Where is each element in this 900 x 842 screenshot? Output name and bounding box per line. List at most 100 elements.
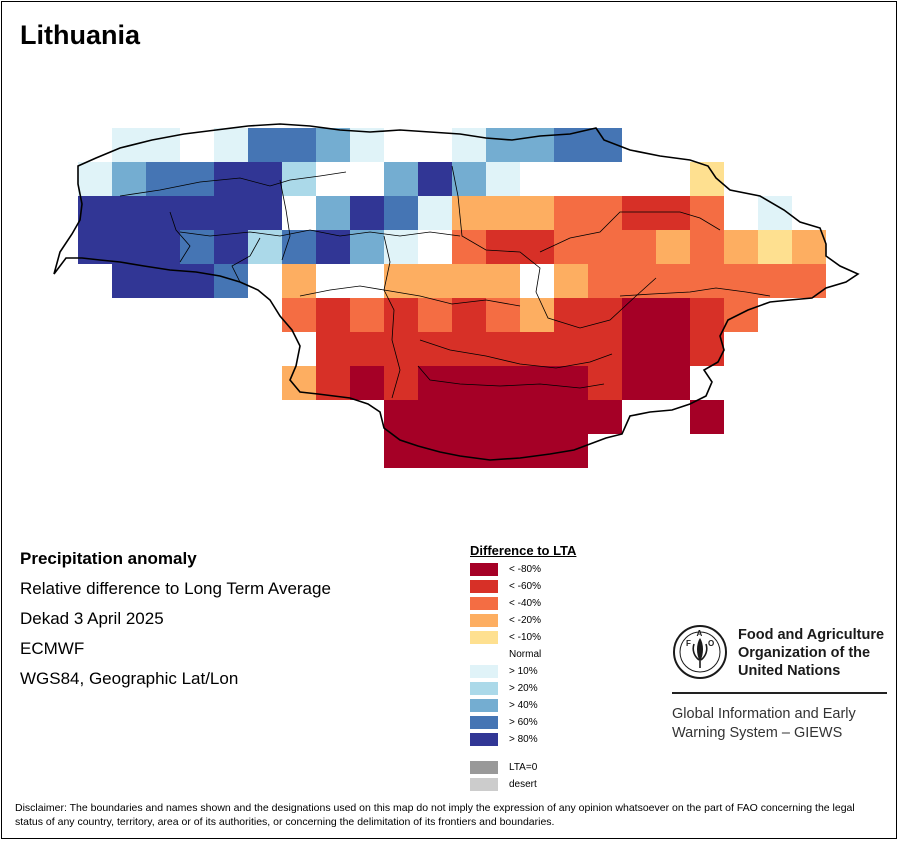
anomaly-cell [588, 366, 622, 400]
product-description: Relative difference to Long Term Average [20, 579, 331, 598]
anomaly-cell [588, 196, 622, 230]
anomaly-cell [622, 264, 656, 298]
admin-boundary [383, 235, 401, 399]
anomaly-cell [146, 230, 180, 264]
anomaly-cell [486, 264, 520, 298]
product-heading: Precipitation anomaly [20, 549, 197, 568]
legend-swatch [470, 563, 498, 576]
anomaly-cell [180, 162, 214, 196]
legend-swatch [470, 665, 498, 678]
anomaly-cell [520, 298, 554, 332]
anomaly-cell [486, 400, 520, 434]
anomaly-cell [418, 366, 452, 400]
legend-swatch [470, 699, 498, 712]
anomaly-cell [520, 400, 554, 434]
anomaly-cell [350, 298, 384, 332]
anomaly-cell [248, 128, 282, 162]
anomaly-cell [282, 230, 316, 264]
legend-label: > 20% [509, 683, 538, 694]
anomaly-cell [418, 298, 452, 332]
anomaly-cell [656, 366, 690, 400]
anomaly-cell [486, 332, 520, 366]
anomaly-cell [214, 230, 248, 264]
legend-label: < -80% [509, 564, 541, 575]
fao-logo-icon: F A O [673, 625, 727, 679]
anomaly-cell [248, 230, 282, 264]
anomaly-cell [452, 264, 486, 298]
legend-label: > 60% [509, 717, 538, 728]
fao-logo-letter-a: A [697, 629, 703, 638]
anomaly-cell [486, 434, 520, 468]
legend-label: desert [509, 779, 537, 790]
product-source: ECMWF [20, 639, 85, 658]
legend-swatch [470, 648, 498, 661]
admin-boundary [619, 287, 771, 297]
anomaly-cell [384, 298, 418, 332]
anomaly-cell [554, 332, 588, 366]
anomaly-cell [554, 400, 588, 434]
anomaly-cell [520, 128, 554, 162]
anomaly-cell [350, 366, 384, 400]
legend-label: < -20% [509, 615, 541, 626]
anomaly-cell [486, 196, 520, 230]
anomaly-cell [520, 196, 554, 230]
anomaly-cell [112, 264, 146, 298]
map-title: Lithuania [20, 20, 140, 50]
legend-swatch [470, 716, 498, 729]
anomaly-cell [418, 264, 452, 298]
anomaly-cell [690, 162, 724, 196]
anomaly-cell [180, 264, 214, 298]
anomaly-cell [452, 366, 486, 400]
anomaly-cell [622, 332, 656, 366]
anomaly-cell [384, 400, 418, 434]
anomaly-cell [316, 332, 350, 366]
legend-swatch [470, 597, 498, 610]
legend-label: < -10% [509, 632, 541, 643]
admin-boundary [299, 285, 521, 307]
legend-title: Difference to LTA [470, 543, 577, 558]
anomaly-cell [724, 264, 758, 298]
anomaly-cell [78, 162, 112, 196]
anomaly-cell [690, 196, 724, 230]
anomaly-cell [418, 400, 452, 434]
anomaly-cell [656, 196, 690, 230]
anomaly-cell [520, 434, 554, 468]
product-period: Dekad 3 April 2025 [20, 609, 164, 628]
program-name-line1: Global Information and Early [672, 706, 856, 722]
anomaly-cell [792, 230, 826, 264]
anomaly-cell [520, 332, 554, 366]
legend-swatch [470, 733, 498, 746]
anomaly-cell [418, 196, 452, 230]
anomaly-cell [554, 264, 588, 298]
legend-item: Normal [470, 648, 541, 661]
anomaly-cell [452, 434, 486, 468]
admin-boundary [539, 211, 721, 253]
legend-label: < -40% [509, 598, 541, 609]
legend-item: > 60% [470, 716, 538, 729]
organization-name-line2: Organization of the [738, 645, 871, 661]
anomaly-cell [78, 196, 112, 230]
anomaly-cell [282, 128, 316, 162]
anomaly-cell [656, 332, 690, 366]
product-projection: WGS84, Geographic Lat/Lon [20, 669, 239, 688]
anomaly-cell [690, 298, 724, 332]
legend-label: LTA=0 [509, 762, 538, 773]
anomaly-cell [180, 196, 214, 230]
anomaly-cell [690, 400, 724, 434]
anomaly-cell [350, 230, 384, 264]
legend-swatch [470, 778, 498, 791]
program-name: Global Information and Early Warning Sys… [672, 705, 856, 743]
legend-swatch [470, 761, 498, 774]
anomaly-cell [248, 162, 282, 196]
legend-label: Normal [509, 649, 542, 660]
anomaly-cell [554, 196, 588, 230]
anomaly-cell [622, 366, 656, 400]
anomaly-cell [622, 196, 656, 230]
anomaly-cell [656, 298, 690, 332]
anomaly-cell [588, 264, 622, 298]
anomaly-cell [486, 298, 520, 332]
anomaly-cell [452, 400, 486, 434]
anomaly-cell [452, 332, 486, 366]
anomaly-cell [486, 128, 520, 162]
